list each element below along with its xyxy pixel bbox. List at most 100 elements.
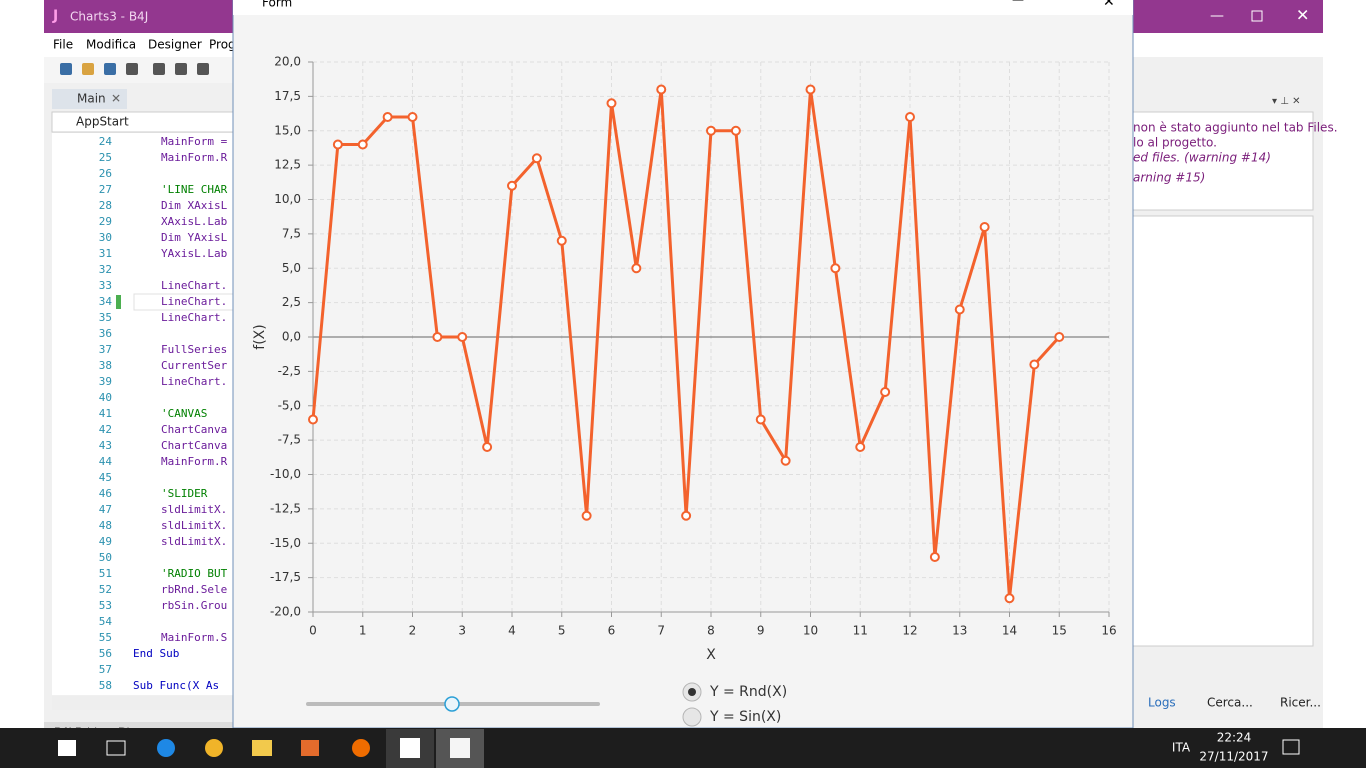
line-number: 35 — [99, 311, 112, 324]
y-tick-label: 17,5 — [274, 89, 301, 103]
code-text: 'LINE CHAR — [161, 183, 228, 196]
y-tick-label: -2,5 — [278, 364, 301, 378]
tool-icon[interactable] — [104, 63, 116, 75]
edge-icon[interactable] — [157, 739, 175, 757]
form-close[interactable]: ✕ — [1103, 0, 1115, 10]
x-tick-label: 13 — [952, 624, 967, 638]
firefox-icon[interactable] — [352, 739, 370, 757]
code-text: LineChart. — [161, 279, 227, 292]
code-text: sldLimitX. — [161, 519, 227, 532]
data-point — [929, 552, 940, 562]
warning-text: arning #15) — [1133, 171, 1205, 185]
app-icon[interactable] — [205, 739, 223, 757]
data-point — [1029, 359, 1040, 370]
clock-time[interactable]: 22:24 — [1217, 731, 1252, 745]
panel-tab[interactable]: Ricer... — [1280, 696, 1321, 710]
y-axis-title: f(X) — [252, 324, 268, 349]
notifications[interactable] — [1282, 739, 1300, 755]
line-number: 26 — [99, 167, 112, 180]
code-text: 'RADIO BUT — [161, 567, 228, 580]
code-text: CurrentSer — [161, 359, 228, 372]
explorer-icon[interactable] — [252, 740, 272, 756]
data-point — [556, 235, 567, 246]
minimize-button[interactable]: — — [1210, 8, 1224, 24]
warning-text: ed files. (warning #14) — [1133, 151, 1271, 165]
line-number: 42 — [99, 423, 112, 436]
maximize-button[interactable] — [1251, 10, 1263, 22]
task-view[interactable] — [106, 740, 126, 756]
warning-text: lo al progetto. — [1133, 136, 1217, 150]
menu-item[interactable]: Modifica — [86, 38, 136, 52]
y-tick-label: -17,5 — [270, 570, 301, 584]
x-tick-label: 11 — [853, 624, 868, 638]
data-point — [656, 84, 667, 95]
data-point — [730, 125, 741, 136]
warnings: non è stato aggiunto nel tab Files.lo al… — [1133, 121, 1338, 185]
y-tick-label: -5,0 — [278, 398, 301, 412]
x-tick-label: 12 — [902, 624, 917, 638]
data-point — [905, 112, 915, 122]
panel-buttons[interactable]: ▾ ⊥ ✕ — [1272, 96, 1300, 107]
line-number: 55 — [99, 631, 112, 644]
panel-tab[interactable]: Cerca... — [1207, 696, 1253, 710]
menu-item[interactable]: File — [53, 38, 73, 52]
slider-thumb[interactable] — [444, 696, 460, 712]
tool-icon[interactable] — [197, 63, 209, 75]
data-point — [780, 455, 791, 466]
data-point — [581, 510, 592, 521]
radio-button[interactable] — [682, 707, 702, 727]
close-button[interactable]: ✕ — [1296, 6, 1309, 25]
form-minimize[interactable]: — — [1012, 0, 1024, 7]
logs-header — [1133, 90, 1323, 112]
x-tick-label: 10 — [803, 624, 818, 638]
tab-label: Main — [77, 92, 106, 106]
code-text: MainForm.R — [161, 151, 228, 164]
menu-item[interactable]: Prog — [209, 38, 236, 52]
form-title-bar — [233, 0, 1133, 15]
start-button[interactable] — [58, 740, 76, 756]
code-text: 'SLIDER — [161, 487, 208, 500]
line-number: 39 — [99, 375, 112, 388]
h-scrollbar — [52, 696, 234, 710]
code-text: sldLimitX. — [161, 503, 227, 516]
y-tick-label: 15,0 — [274, 123, 301, 137]
y-tick-label: -7,5 — [278, 433, 301, 447]
code-text: ChartCanva — [161, 439, 227, 452]
tool-icon[interactable] — [82, 63, 94, 75]
tool-icon[interactable] — [126, 63, 138, 75]
tab-main[interactable] — [52, 89, 127, 109]
code-text: 'CANVAS — [161, 407, 207, 420]
data-point — [706, 125, 716, 136]
media-icon[interactable] — [301, 740, 319, 756]
data-point — [755, 414, 766, 425]
panel-tab[interactable]: Logs — [1148, 696, 1176, 710]
line-number: 49 — [99, 535, 112, 548]
line-number: 37 — [99, 343, 112, 356]
tool-icon[interactable] — [153, 63, 165, 75]
y-tick-label: -15,0 — [270, 536, 301, 550]
y-tick-label: 12,5 — [274, 158, 301, 172]
data-point — [507, 180, 517, 191]
y-tick-label: 0,0 — [282, 330, 301, 344]
clock-date[interactable]: 27/11/2017 — [1199, 750, 1268, 764]
tab-close[interactable]: ✕ — [111, 92, 121, 106]
data-point — [308, 414, 318, 425]
code-text: rbSin.Grou — [161, 599, 227, 612]
line-number: 33 — [99, 279, 112, 292]
radio-label[interactable]: Y = Sin(X) — [709, 709, 781, 725]
radio-label[interactable]: Y = Rnd(X) — [709, 684, 787, 700]
y-tick-label: 20,0 — [274, 55, 301, 69]
x-tick-label: 16 — [1101, 624, 1116, 638]
x-tick-label: 0 — [309, 624, 317, 638]
line-number: 54 — [99, 615, 113, 628]
code-text: FullSeries — [161, 343, 227, 356]
line-number: 29 — [99, 215, 112, 228]
line-number: 38 — [99, 359, 112, 372]
language[interactable]: ITA — [1172, 741, 1191, 755]
menu-item[interactable]: Designer — [148, 38, 202, 52]
tool-icon[interactable] — [175, 63, 187, 75]
code-text: XAxisL.Lab — [161, 215, 227, 228]
tool-icon[interactable] — [60, 63, 72, 75]
radio-dot — [688, 688, 696, 696]
code-text: Dim XAxisL — [161, 199, 228, 212]
